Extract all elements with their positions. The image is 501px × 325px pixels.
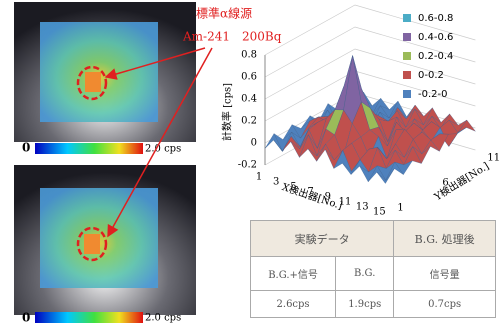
- x-axis-label: X検出器[No.]: [280, 180, 344, 212]
- scale-max: 2.0 cps: [145, 144, 181, 155]
- z-tick-label: 0.4: [241, 94, 257, 105]
- heatmap-image: [14, 2, 196, 154]
- table-header: 実験データ: [251, 221, 394, 257]
- table-cell: 1.9cps: [336, 291, 394, 318]
- table-cell: B.G.: [336, 257, 394, 291]
- scale-min: 0: [22, 311, 30, 325]
- legend-swatch: [403, 71, 411, 79]
- x-tick-label: 1: [256, 172, 262, 183]
- legend-swatch: [403, 14, 411, 22]
- legend-label: 0.6-0.8: [418, 13, 453, 24]
- z-axis-label: 計数率 [cps]: [221, 83, 234, 141]
- y-tick-label: 11: [487, 153, 500, 164]
- x-tick-label: 15: [373, 207, 386, 218]
- table-cell: 信号量: [394, 257, 496, 291]
- scale-max: 2.0 cps: [145, 313, 181, 324]
- table-cell: 0.7cps: [394, 291, 496, 318]
- legend-swatch: [403, 90, 411, 98]
- table-cell: B.G.+信号: [251, 257, 336, 291]
- x-tick-label: 13: [356, 202, 369, 213]
- legend-swatch: [403, 52, 411, 60]
- x-tick-label: 3: [273, 177, 279, 188]
- z-tick-label: -0.2: [238, 160, 257, 171]
- page: 0 2.0 cps 0 2.0 cps 標準α線源 Am-241 200Bq -…: [0, 0, 501, 325]
- z-tick-label: 0: [251, 138, 257, 149]
- table-header: B.G. 処理後: [394, 221, 496, 257]
- legend-label: 0.2-0.4: [418, 51, 453, 62]
- scale-min: 0: [22, 141, 30, 155]
- z-tick-label: 0.6: [241, 72, 257, 83]
- legend-label: -0.2-0: [418, 89, 447, 100]
- annotation: 標準α線源: [196, 6, 252, 21]
- legend-label: 0-0.2: [418, 70, 444, 81]
- z-tick-label: 0.2: [241, 116, 257, 127]
- annotation: Am-241 200Bq: [182, 30, 282, 44]
- legend-swatch: [403, 33, 411, 41]
- table-cell: 2.6cps: [251, 291, 336, 318]
- legend-label: 0.4-0.6: [418, 32, 453, 43]
- heatmap-image: [14, 165, 196, 323]
- y-tick-label: 1: [397, 203, 403, 214]
- y-axis-label: Y検出器[No.]: [431, 159, 492, 204]
- z-tick-label: 0.8: [241, 50, 257, 61]
